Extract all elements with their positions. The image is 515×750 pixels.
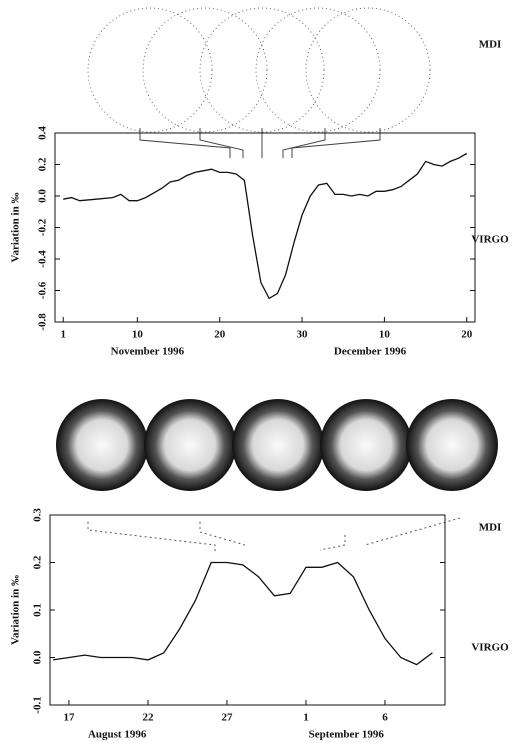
mdi-images-bottom bbox=[56, 399, 498, 491]
x-tick-label: 1 bbox=[60, 329, 66, 341]
image-label: MDI bbox=[479, 522, 502, 534]
x-tick-label: 27 bbox=[221, 712, 233, 724]
x-tick-label: 22 bbox=[142, 712, 154, 724]
x-tick-label: 17 bbox=[63, 712, 75, 724]
y-tick-label: 0.4 bbox=[37, 126, 49, 140]
connector-lines-bottom bbox=[88, 518, 460, 552]
y-axis-label: Variation in ‰ bbox=[10, 193, 22, 263]
y-tick-label: 0.1 bbox=[32, 603, 44, 617]
mdi-images-top bbox=[88, 8, 430, 132]
x-group-label: November 1996 bbox=[111, 346, 185, 358]
y-axis-label: Variation in ‰ bbox=[10, 575, 22, 645]
x-tick-label: 20 bbox=[461, 329, 473, 341]
figure: -0.8 -0.6 -0.4 -0.2 0.0 0.2 0.4 1 10 20 30 10 20 Nove… bbox=[0, 0, 515, 750]
image-label: MDI bbox=[479, 39, 502, 51]
x-group-label: December 1996 bbox=[334, 346, 407, 358]
y-tick-label: -0.4 bbox=[37, 250, 49, 268]
y-tick-label: -0.1 bbox=[32, 696, 44, 713]
x-tick-label: 10 bbox=[379, 329, 391, 341]
series-label: VIRGO bbox=[471, 234, 509, 246]
y-tick-label: 0.2 bbox=[37, 157, 49, 171]
y-tick-label: -0.8 bbox=[37, 313, 49, 331]
y-tick-label: 0.2 bbox=[32, 555, 44, 569]
series-label: VIRGO bbox=[471, 642, 509, 654]
y-tick-label: -0.2 bbox=[37, 218, 49, 236]
x-group-label: September 1996 bbox=[309, 729, 385, 741]
y-tick-label: 0.0 bbox=[37, 189, 49, 203]
x-tick-label: 1 bbox=[303, 712, 309, 724]
x-tick-label: 30 bbox=[297, 329, 309, 341]
y-tick-label: -0.6 bbox=[37, 281, 49, 299]
data-line bbox=[53, 563, 432, 665]
y-tick-label: 0.0 bbox=[32, 650, 44, 664]
y-tick-label: 0.3 bbox=[32, 508, 44, 522]
plot-frame bbox=[50, 515, 445, 705]
x-tick-label: 20 bbox=[214, 329, 226, 341]
x-tick-label: 10 bbox=[132, 329, 144, 341]
x-group-label: August 1996 bbox=[88, 729, 147, 741]
data-line bbox=[63, 154, 467, 299]
x-tick-label: 6 bbox=[382, 712, 388, 724]
plot-frame bbox=[55, 133, 475, 322]
